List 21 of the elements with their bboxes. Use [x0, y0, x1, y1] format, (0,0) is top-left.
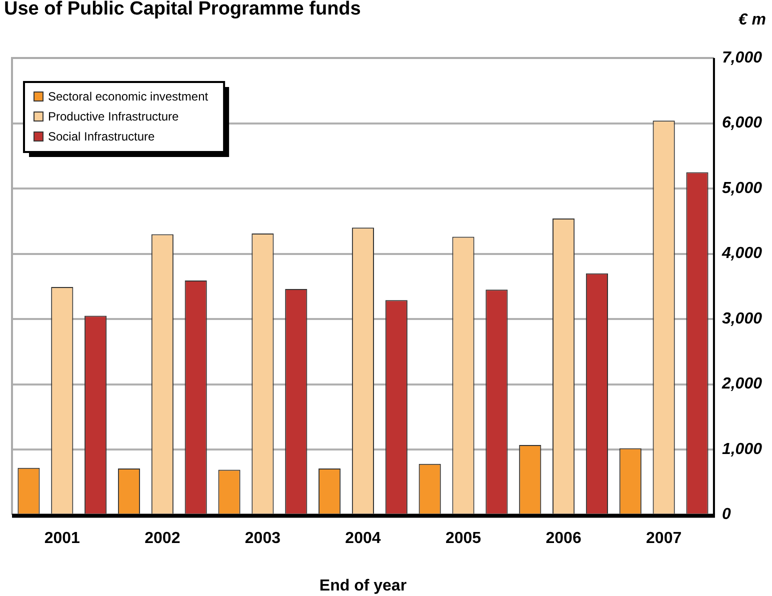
y-tick-label: 5,000: [722, 180, 762, 197]
x-tick-label: 2005: [445, 530, 482, 547]
legend-label: Sectoral economic investment: [48, 89, 209, 104]
legend-label: Social Infrastructure: [48, 129, 156, 144]
x-tick-label: 2002: [144, 530, 180, 547]
chart-title: Use of Public Capital Programme funds: [4, 0, 361, 20]
y-tick-label: 6,000: [722, 114, 762, 132]
y-tick-label: 2,000: [720, 376, 762, 393]
y-axis-title: € m: [738, 11, 766, 28]
x-tick-label: 2001: [44, 530, 80, 547]
y-tick-label: 4,000: [720, 245, 762, 262]
y-tick-label: 1,000: [722, 440, 762, 458]
y-tick-label: 3,000: [722, 310, 762, 328]
y-tick-label: 7,000: [722, 49, 762, 66]
legend-label: Productive Infrastructure: [48, 109, 180, 124]
x-axis-title: End of year: [319, 577, 407, 594]
x-tick-label: 2006: [546, 530, 582, 547]
x-tick-label: 2004: [345, 530, 381, 547]
y-tick-label: 0: [722, 506, 731, 524]
x-tick-label: 2003: [244, 530, 281, 547]
x-tick-label: 2007: [646, 530, 682, 547]
